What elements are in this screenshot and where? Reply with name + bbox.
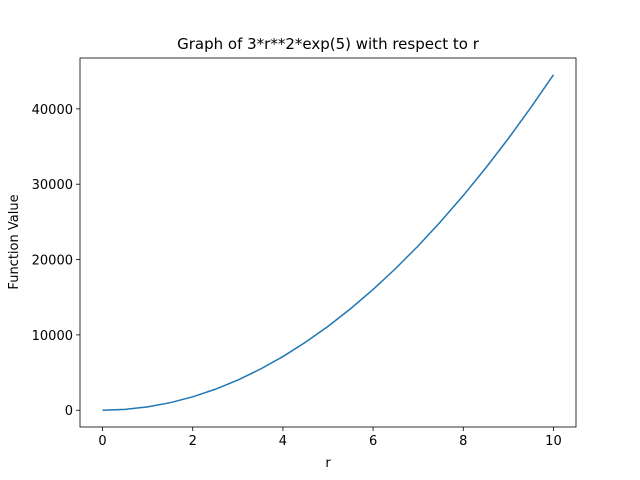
y-tick-label: 10000	[32, 329, 73, 344]
plot-frame	[79, 57, 577, 428]
line	[102, 74, 555, 411]
y-tick-label: 20000	[32, 254, 73, 269]
chart-title: Graph of 3*r**2*exp(5) with respect to r	[177, 35, 480, 53]
x-tick-label: 6	[369, 434, 377, 449]
y-tick-label: 0	[65, 404, 73, 419]
x-tick-label: 2	[189, 434, 197, 449]
x-tick-label: 4	[279, 434, 287, 449]
y-tick-label: 40000	[32, 103, 73, 118]
x-tick-label: 10	[545, 434, 562, 449]
y-tick-label: 30000	[32, 178, 73, 193]
x-tick-label: 8	[459, 434, 467, 449]
x-axis-label: r	[325, 456, 331, 471]
y-axis-label: Function Value	[7, 194, 22, 289]
x-tick-label: 0	[98, 434, 106, 449]
